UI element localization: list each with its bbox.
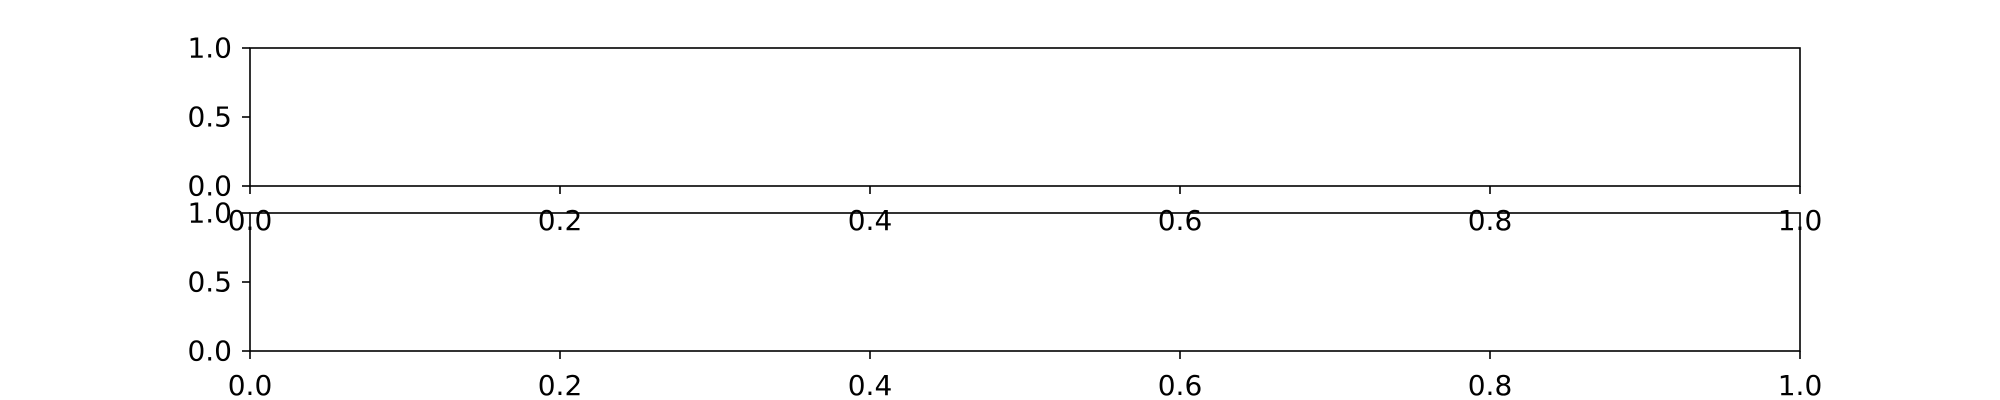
top-y-tick-label: 0.5 (187, 101, 232, 134)
bottom-x-tick-label: 1.0 (1778, 369, 1823, 400)
bottom-y-ticks: 0.0 0.5 1.0 (187, 197, 250, 368)
bottom-x-tick-label: 0.6 (1158, 369, 1203, 400)
bottom-y-tick-label: 0.0 (187, 335, 232, 368)
bottom-x-ticks: 0.0 0.2 0.4 0.6 0.8 1.0 (228, 351, 1823, 400)
top-x-tick-label: 0.4 (848, 204, 893, 237)
top-y-tick-label: 0.0 (187, 170, 232, 203)
top-x-ticks: 0.0 0.2 0.4 0.6 0.8 1.0 (228, 186, 1822, 237)
bottom-x-tick-label: 0.8 (1468, 369, 1513, 400)
top-x-tick-label: 0.8 (1468, 204, 1513, 237)
bottom-axes: 0.0 0.2 0.4 0.6 0.8 1.0 0.0 0.5 1.0 (187, 197, 1822, 400)
top-y-ticks: 0.0 0.5 1.0 (187, 32, 250, 203)
top-axes: 0.0 0.2 0.4 0.6 0.8 1.0 0.0 0.5 1.0 (187, 32, 1822, 238)
bottom-y-tick-label: 1.0 (187, 197, 232, 230)
bottom-x-tick-label: 0.4 (848, 369, 893, 400)
bottom-y-tick-label: 0.5 (187, 266, 232, 299)
bottom-x-tick-label: 0.0 (228, 369, 273, 400)
top-x-tick-label: 0.2 (538, 204, 583, 237)
bottom-x-tick-label: 0.2 (538, 369, 583, 400)
top-x-tick-label: 0.6 (1158, 204, 1203, 237)
top-y-tick-label: 1.0 (187, 32, 232, 65)
